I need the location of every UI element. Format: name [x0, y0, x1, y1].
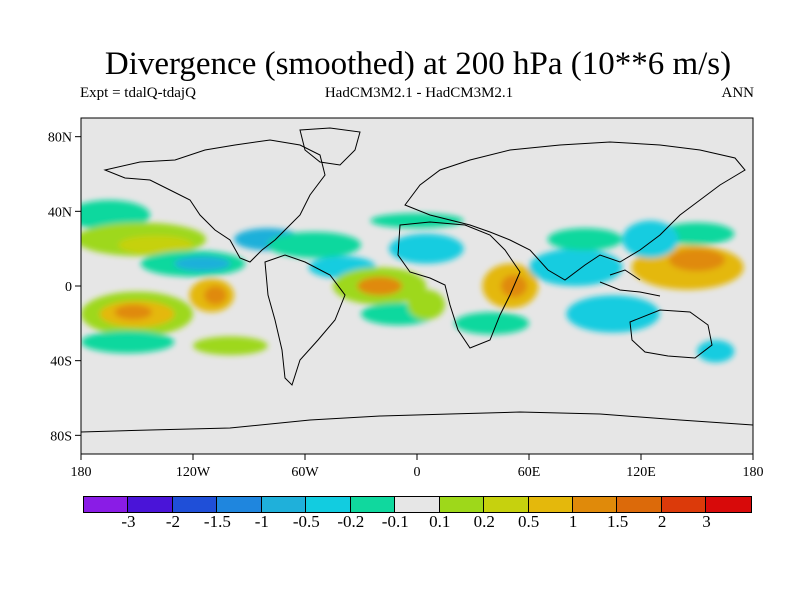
latitude-axis: 80N 40N 0 40S 80S [48, 131, 81, 444]
colorbar-label: 2 [657, 512, 667, 531]
colorbar-swatch [661, 497, 707, 512]
model-label: HadCM3M2.1 - HadCM3M2.1 [324, 85, 514, 101]
plot-title: Divergence (smoothed) at 200 hPa (10**6 … [104, 46, 732, 82]
divergence-field [81, 200, 744, 363]
divergence-anomaly-20 [407, 289, 446, 320]
divergence-anomaly-24 [529, 248, 623, 286]
colorbar-swatch [306, 497, 351, 512]
colorbar-swatch [395, 497, 440, 512]
colorbar-label: -0.5 [292, 512, 320, 531]
divergence-anomaly-30 [622, 220, 679, 258]
colorbar-swatch [617, 497, 662, 512]
divergence-anomaly-28 [669, 248, 725, 272]
lon-tick-label: 180 [743, 465, 764, 480]
divergence-anomaly-11 [193, 336, 268, 356]
lat-tick-label: 40N [48, 205, 72, 220]
divergence-anomaly-29 [659, 222, 735, 245]
divergence-anomaly-17 [389, 233, 464, 264]
colorbar-label: 0.5 [518, 512, 540, 531]
divergence-anomaly-0 [81, 200, 151, 230]
colorbar-label: 1 [568, 512, 578, 531]
divergence-anomaly-2 [118, 235, 193, 255]
colorbar-swatch [172, 497, 218, 512]
colorbar-label: -0.2 [337, 512, 365, 531]
lat-tick-label: 80N [48, 131, 72, 146]
longitude-axis: 180 120W 60W 0 60E 120E 180 [71, 454, 764, 480]
lon-tick-label: 60E [518, 465, 541, 480]
colorbar-label: -1 [254, 512, 269, 531]
divergence-anomaly-13 [267, 231, 362, 258]
season-label: ANN [721, 85, 755, 101]
divergence-anomaly-10 [81, 330, 175, 354]
colorbar-swatch [128, 497, 173, 512]
colorbar-label: 1.5 [606, 512, 629, 531]
colorbar-label: 3 [702, 512, 711, 531]
lon-tick-label: 180 [71, 465, 92, 480]
colorbar-swatch [350, 497, 396, 512]
coastline-eurasia [404, 141, 746, 281]
colorbar-label: 0.2 [473, 512, 495, 531]
lon-tick-label: 120E [626, 465, 656, 480]
colorbar-swatch [528, 497, 573, 512]
colorbar-label: -1.5 [203, 512, 231, 531]
divergence-anomaly-16 [357, 276, 403, 296]
colorbar-swatch [84, 497, 129, 512]
colorbar-swatch [217, 497, 262, 512]
coastline-indonesia [599, 269, 661, 297]
divergence-anomaly-18 [370, 213, 464, 229]
coastline-south-america [264, 254, 346, 386]
lon-tick-label: 120W [176, 465, 211, 480]
colorbar [83, 496, 752, 513]
colorbar-swatch [572, 497, 618, 512]
experiment-label: Expt = tdalQ-tdajQ [80, 85, 196, 101]
lon-tick-label: 60W [291, 465, 319, 480]
colorbar-swatch [261, 497, 307, 512]
coastlines [81, 127, 753, 433]
coastline-greenland [299, 127, 361, 166]
colorbar-swatch [439, 497, 485, 512]
colorbar-label: 0.1 [429, 512, 451, 531]
colorbar-label: -2 [165, 512, 181, 531]
coastline-africa [397, 221, 521, 349]
colorbar-label: -3 [121, 512, 136, 531]
divergence-anomaly-26 [566, 295, 660, 333]
colorbar-swatch [706, 497, 751, 512]
lon-tick-label: 0 [414, 465, 421, 480]
divergence-anomaly-9 [204, 286, 227, 305]
divergence-anomaly-7 [114, 304, 152, 320]
lat-tick-label: 80S [50, 429, 72, 444]
divergence-anomaly-23 [454, 312, 529, 335]
divergence-anomaly-4 [174, 256, 231, 272]
colorbar-swatch [484, 497, 529, 512]
coastline-antarctica [81, 411, 753, 433]
lat-tick-label: 40S [50, 355, 72, 370]
colorbar-label: -0.1 [381, 512, 409, 531]
coastline-north-america [103, 139, 326, 263]
divergence-anomaly-25 [547, 228, 623, 251]
coastline-australia [629, 309, 713, 359]
divergence-anomaly-31 [697, 340, 735, 363]
lat-tick-label: 0 [65, 280, 72, 295]
